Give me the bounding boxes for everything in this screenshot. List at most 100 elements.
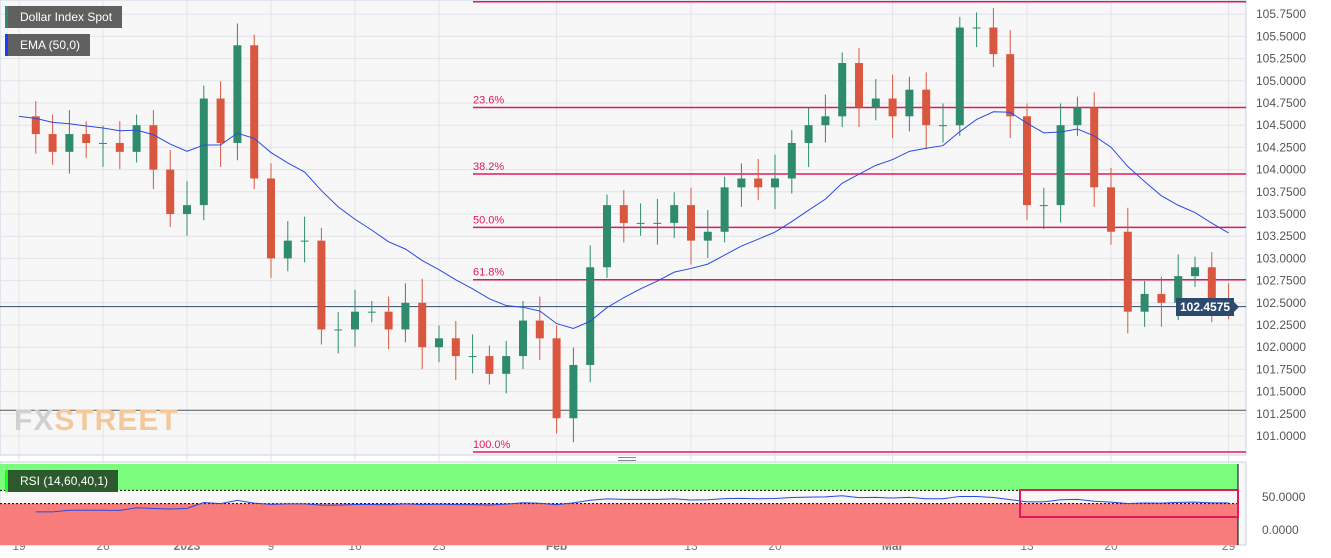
candle [300,240,309,242]
candle [351,311,359,330]
rsi-label: RSI (14,60,40,1) [5,470,119,492]
candle [569,364,578,419]
candle [636,222,645,224]
candle [451,338,460,357]
candle [1140,293,1149,312]
candle [401,302,410,330]
fib-label: 100.0% [473,439,511,451]
candle [1056,125,1065,206]
candle [334,329,343,331]
y-tick-label: 104.7500 [1256,96,1306,110]
candle [468,356,477,358]
y-tick-label: 105.7500 [1256,7,1306,21]
candle [720,187,729,232]
candle [267,178,275,259]
candle [703,231,712,241]
y-tick-label: 104.0000 [1256,163,1306,177]
candle [183,205,191,214]
candle [972,27,981,29]
candle [771,178,779,188]
y-tick-label: 103.0000 [1256,251,1306,265]
candle [435,338,443,348]
candle [48,134,57,152]
candle [939,125,947,127]
candle [65,134,74,152]
candle [283,240,292,259]
y-tick-label: 104.5000 [1256,118,1306,132]
candle [871,98,880,108]
candle [535,320,544,339]
candle [31,116,40,135]
highlight-box [1019,489,1239,518]
candle [821,116,830,126]
y-tick-label: 102.0000 [1256,340,1306,354]
candle [955,27,964,126]
candle [519,320,527,357]
y-tick-label: 101.5000 [1256,385,1306,399]
symbol-label: Dollar Index Spot [5,6,123,28]
rsi-tick-label: 50.0000 [1262,490,1306,504]
candle [1023,116,1031,206]
y-tick-label: 101.0000 [1256,429,1306,443]
candle [552,338,561,419]
candle [1123,231,1132,312]
y-tick-label: 103.5000 [1256,207,1306,221]
ema-line [18,111,1229,329]
last-price-tag: 102.4575 [1176,298,1240,316]
candle [603,205,611,268]
panel-resize-handle [618,457,636,458]
candle [99,142,107,144]
fib-label: 23.6% [473,94,504,106]
candle [888,98,897,117]
candle [485,356,494,374]
candle [1107,187,1115,232]
candle [1090,107,1099,188]
candle [216,98,225,143]
candle [199,98,208,206]
y-tick-label: 104.2500 [1256,140,1306,154]
candle [586,267,595,365]
candle [754,178,763,188]
candle [384,311,393,330]
y-tick-label: 105.0000 [1256,74,1306,88]
candle [1006,54,1015,117]
candle [619,205,628,223]
y-tick-label: 101.2500 [1256,407,1306,421]
candle [132,125,141,152]
y-tick-label: 102.2500 [1256,318,1306,332]
candle [1207,267,1216,303]
candle [1174,276,1183,303]
candle [233,45,242,143]
candle [989,27,998,55]
candle [367,311,376,313]
y-tick-label: 105.5000 [1256,29,1306,43]
rsi-line [35,495,1229,513]
fib-label: 38.2% [473,161,504,173]
candle [1039,205,1048,207]
candle [1073,107,1082,126]
rsi-tick-label: 0.0000 [1262,523,1299,537]
rsi-oversold-zone [0,503,1238,545]
candle [687,205,695,241]
candle [1191,267,1199,277]
candle [855,63,863,108]
candle [787,142,796,179]
ema-label: EMA (50,0) [5,34,91,56]
candle [670,205,679,223]
y-tick-label: 105.2500 [1256,52,1306,66]
candle [804,125,813,143]
y-tick-label: 102.5000 [1256,296,1306,310]
candle [502,356,511,374]
candle [250,45,259,179]
candle [737,178,746,188]
candle [922,89,931,126]
candle [838,63,847,117]
candle [317,240,326,330]
fib-label: 61.8% [473,267,504,279]
candle [905,89,914,117]
candle [82,134,91,143]
y-tick-label: 102.7500 [1256,274,1306,288]
candle [1157,293,1166,303]
fxstreet-logo: FXSTREET [14,404,179,437]
